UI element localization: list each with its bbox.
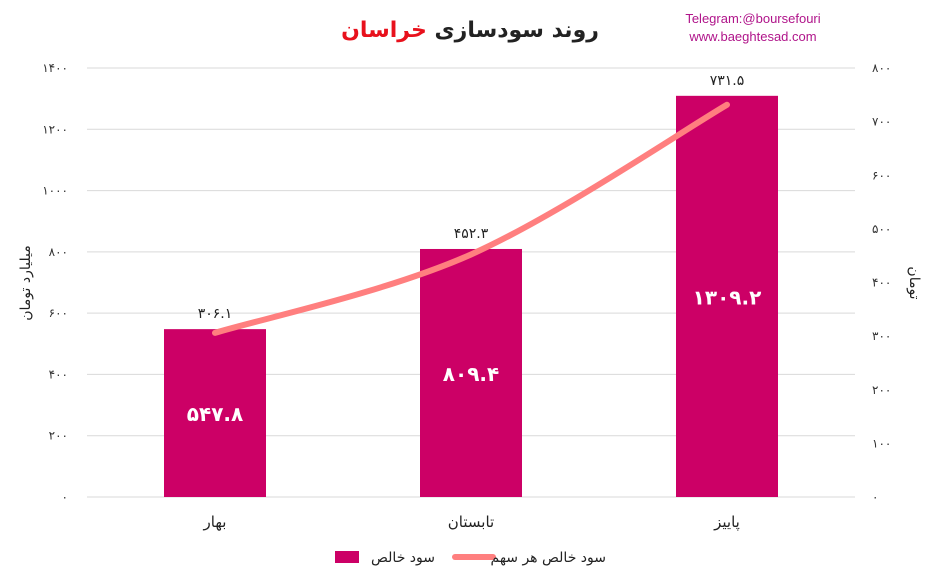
- left-tick-label: ۴۰۰: [49, 367, 68, 381]
- left-tick-label: ۱۲۰۰: [42, 122, 68, 136]
- legend-bar-swatch: [335, 551, 359, 563]
- right-tick-label: ۷۰۰: [872, 115, 891, 129]
- legend-line-label: سود خالص هر سهم: [491, 550, 607, 566]
- chart-title-main: روند سودسازی: [435, 18, 599, 43]
- left-tick-label: ۲۰۰: [49, 429, 68, 443]
- left-axis-label: میلیارد تومان: [18, 245, 34, 320]
- right-tick-label: ۱۰۰: [872, 436, 891, 450]
- line-value-label: ۷۳۱.۵: [710, 73, 745, 89]
- left-tick-label: ۱۰۰۰: [42, 184, 68, 198]
- right-tick-label: ۰: [872, 490, 878, 504]
- line-value-label: ۳۰۶.۱: [198, 306, 233, 322]
- bar: [676, 95, 778, 497]
- legend: سود خالص سود خالص هر سهم: [335, 550, 606, 566]
- telegram-watermark: Telegram:@boursefouri: [685, 11, 820, 26]
- category-label: بهار: [203, 513, 227, 531]
- chart-title: روند سودسازی خراسان: [341, 18, 599, 43]
- right-axis-ticks: ۰ ۱۰۰ ۲۰۰ ۳۰۰ ۴۰۰ ۵۰۰ ۶۰۰ ۷۰۰ ۸۰۰: [872, 61, 891, 504]
- line-value-label: ۴۵۲.۳: [454, 226, 489, 242]
- bar: [420, 248, 522, 497]
- right-tick-label: ۶۰۰: [872, 168, 891, 182]
- legend-bar-label: سود خالص: [371, 550, 435, 566]
- right-tick-label: ۵۰۰: [872, 222, 891, 236]
- right-tick-label: ۸۰۰: [872, 61, 891, 75]
- right-tick-label: ۴۰۰: [872, 276, 891, 290]
- category-label: تابستان: [448, 513, 494, 531]
- left-tick-label: ۸۰۰: [49, 245, 68, 259]
- website-watermark: www.baeghtesad.com: [688, 29, 816, 44]
- left-tick-label: ۱۴۰۰: [42, 61, 68, 75]
- bar-value-label: ۱۳۰۹.۲: [693, 285, 762, 309]
- chart-title-highlight: خراسان: [341, 18, 427, 43]
- left-tick-label: ۶۰۰: [49, 306, 68, 320]
- left-tick-label: ۰: [62, 490, 68, 504]
- line-series: [212, 101, 730, 336]
- bar-value-label: ۸۰۹.۴: [443, 362, 499, 386]
- right-tick-label: ۳۰۰: [872, 329, 891, 343]
- eps-line: [212, 101, 730, 336]
- category-label: پاییز: [713, 513, 740, 532]
- right-tick-label: ۲۰۰: [872, 383, 891, 397]
- category-labels: بهار تابستان پاییز: [203, 513, 740, 532]
- left-axis-ticks: ۰ ۲۰۰ ۴۰۰ ۶۰۰ ۸۰۰ ۱۰۰۰ ۱۲۰۰ ۱۴۰۰: [42, 61, 68, 504]
- right-axis-label: تومان: [906, 266, 922, 299]
- bar: [164, 329, 266, 497]
- bar-value-label: ۵۴۷.۸: [187, 402, 243, 426]
- data-labels: ۵۴۷.۸ ۸۰۹.۴ ۱۳۰۹.۲ ۳۰۶.۱ ۴۵۲.۳ ۷۳۱.۵: [187, 73, 762, 426]
- bar-series: [164, 95, 778, 497]
